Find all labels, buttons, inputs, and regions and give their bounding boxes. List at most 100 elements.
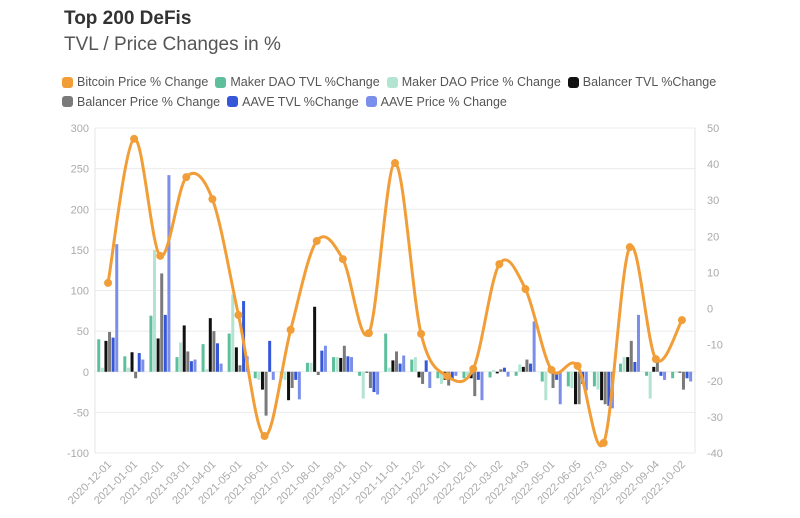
- bar: [521, 366, 525, 372]
- bar: [346, 356, 350, 372]
- bar: [126, 367, 130, 372]
- bar: [186, 351, 190, 372]
- bar: [410, 359, 414, 372]
- bar: [335, 357, 339, 372]
- bar: [417, 371, 421, 378]
- bar: [287, 371, 291, 401]
- bar: [532, 321, 536, 372]
- bar: [111, 337, 115, 372]
- y-right-tick-label: -10: [707, 340, 723, 352]
- bar: [189, 361, 193, 372]
- bar: [238, 365, 242, 372]
- bar: [402, 355, 406, 372]
- legend-item[interactable]: AAVE Price % Change: [365, 93, 507, 111]
- y-right-tick-label: 50: [707, 123, 719, 135]
- bar: [391, 360, 395, 372]
- bar: [421, 371, 425, 384]
- y-right-tick-label: -20: [707, 376, 723, 388]
- legend-item[interactable]: AAVE TVL %Change: [227, 93, 359, 111]
- legend-label: AAVE Price % Change: [380, 94, 507, 109]
- bar: [205, 369, 209, 372]
- bitcoin-point: [234, 311, 243, 320]
- bar: [137, 353, 141, 372]
- bar: [607, 371, 611, 406]
- bar: [227, 333, 231, 372]
- bar: [674, 371, 678, 373]
- bar: [149, 315, 153, 372]
- bitcoin-point: [677, 316, 686, 325]
- chart-subtitle: TVL / Price Changes in %: [64, 34, 281, 55]
- bar: [264, 371, 268, 416]
- bar: [231, 294, 235, 372]
- bar: [193, 359, 197, 372]
- legend-label: Balancer Price % Change: [77, 94, 221, 109]
- bar: [502, 367, 506, 372]
- bar: [123, 356, 127, 372]
- bar: [179, 342, 183, 372]
- bar: [663, 371, 667, 380]
- bar: [294, 371, 298, 380]
- bar: [130, 352, 134, 372]
- bar: [428, 371, 432, 388]
- bar: [365, 371, 369, 373]
- bar: [376, 371, 380, 395]
- bitcoin-point: [625, 243, 634, 252]
- legend-label: Maker DAO TVL %Change: [230, 75, 380, 89]
- bar: [257, 371, 261, 380]
- y-left-tick-label: -100: [67, 448, 89, 460]
- bar: [622, 357, 626, 372]
- bitcoin-point: [312, 237, 321, 246]
- bar: [645, 371, 649, 376]
- bar: [506, 371, 510, 377]
- bar: [476, 371, 480, 380]
- bar: [182, 325, 186, 372]
- legend-label: Maker DAO Price % Change: [401, 75, 561, 89]
- bar: [361, 371, 365, 399]
- bar: [141, 359, 145, 372]
- legend-item[interactable]: Bitcoin Price % Change: [62, 73, 208, 91]
- bar: [600, 371, 604, 401]
- bitcoin-point: [417, 329, 426, 338]
- bitcoin-point: [469, 364, 478, 373]
- y-left-tick-label: 200: [71, 204, 89, 216]
- bar: [480, 371, 484, 401]
- bar: [384, 333, 388, 372]
- legend-item[interactable]: Balancer TVL %Change: [567, 73, 716, 91]
- bar: [592, 371, 596, 387]
- y-left-tick-label: -50: [73, 407, 89, 419]
- chart-title: Top 200 DeFis: [64, 8, 192, 29]
- bar: [636, 314, 640, 372]
- y-left-tick-label: 50: [77, 326, 89, 338]
- bar: [544, 371, 548, 401]
- bar: [566, 371, 570, 387]
- bitcoin-point: [104, 278, 113, 287]
- bar: [678, 371, 682, 373]
- bar: [368, 371, 372, 388]
- legend-item[interactable]: Maker DAO TVL %Change: [215, 73, 380, 91]
- legend-item[interactable]: Maker DAO Price % Change: [386, 73, 561, 91]
- bar: [372, 371, 376, 393]
- bitcoin-point: [208, 195, 217, 204]
- bar: [160, 273, 164, 372]
- bar: [577, 371, 581, 405]
- y-left-tick-label: 250: [71, 164, 89, 176]
- bar: [558, 371, 562, 405]
- bar: [342, 345, 346, 372]
- legend-item[interactable]: Balancer Price % Change: [62, 93, 220, 111]
- bar: [219, 363, 223, 372]
- bar: [466, 371, 470, 376]
- bar: [201, 344, 205, 372]
- bitcoin-line: [106, 137, 684, 448]
- bar: [413, 357, 417, 372]
- bar: [681, 371, 685, 390]
- bar: [156, 338, 160, 372]
- bitcoin-point: [547, 365, 556, 374]
- bar: [104, 340, 108, 372]
- legend-label: Bitcoin Price % Change: [77, 75, 209, 89]
- bar: [108, 331, 112, 372]
- bar: [633, 362, 637, 372]
- y-right-tick-label: 30: [707, 195, 719, 207]
- bar: [100, 367, 104, 372]
- bar: [525, 359, 529, 372]
